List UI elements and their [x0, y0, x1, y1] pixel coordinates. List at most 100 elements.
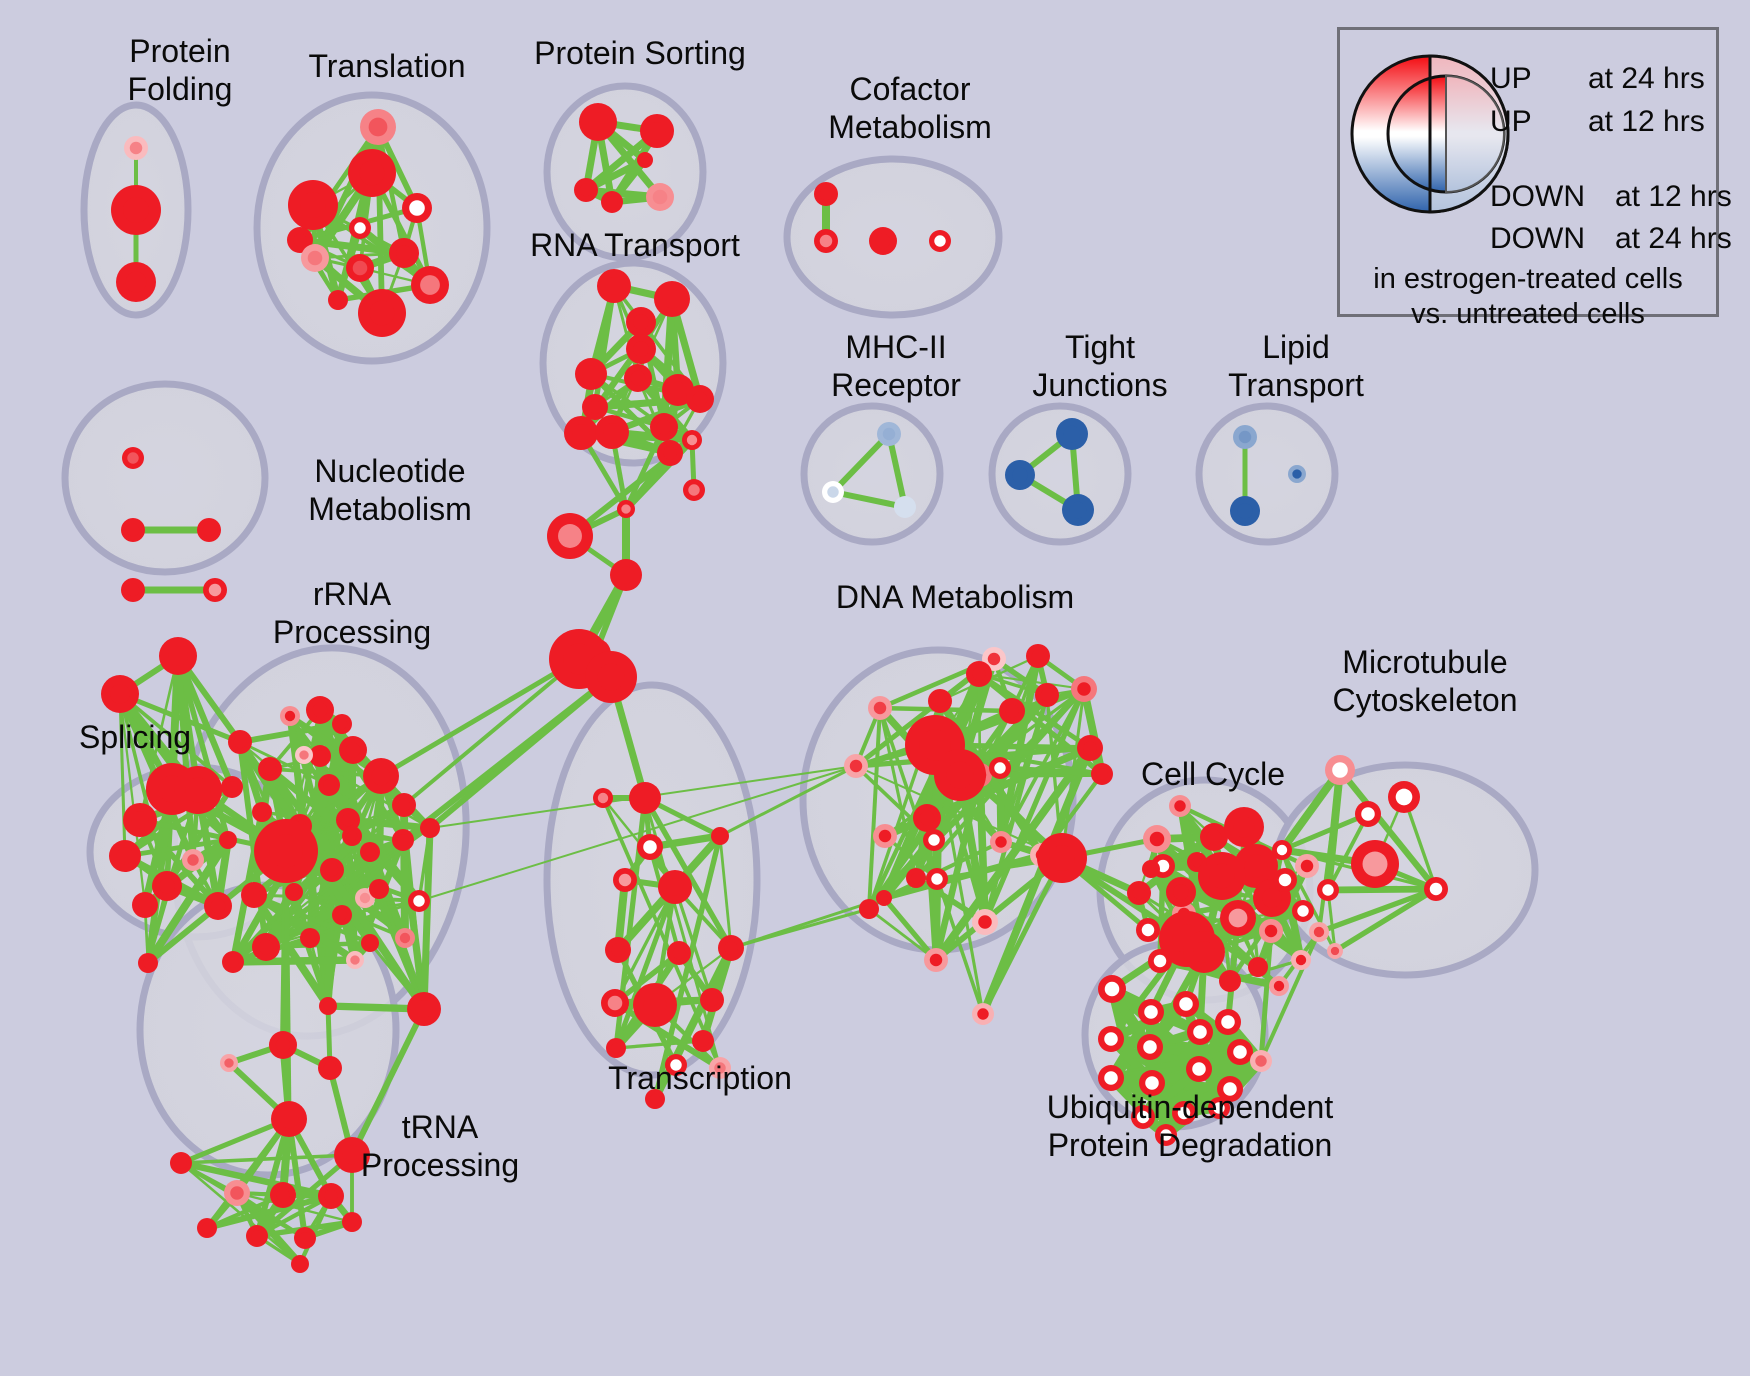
node-core-12h	[603, 423, 621, 441]
network-node	[300, 928, 320, 948]
node-core-12h	[142, 957, 154, 969]
network-node	[336, 808, 360, 832]
node-core-12h	[994, 762, 1006, 774]
network-node	[613, 868, 637, 892]
network-node	[288, 180, 338, 230]
node-core-12h	[1228, 908, 1248, 928]
network-node	[682, 430, 702, 450]
network-node	[1248, 957, 1268, 977]
node-core-12h	[652, 189, 668, 205]
network-edge	[1318, 886, 1437, 935]
network-edge	[239, 740, 330, 787]
network-node	[124, 136, 148, 160]
network-node	[640, 114, 674, 148]
node-core-12h	[1276, 844, 1288, 856]
node-core-12h	[341, 813, 355, 827]
network-edge	[932, 745, 1094, 963]
network-node	[306, 696, 334, 724]
node-core-12h	[724, 941, 738, 955]
node-core-12h	[1173, 884, 1189, 900]
cluster-hull	[61, 380, 269, 576]
node-core-12h	[415, 1000, 433, 1018]
network-node	[392, 829, 414, 851]
node-core-12h	[396, 245, 412, 261]
network-node	[121, 578, 145, 602]
network-node	[711, 827, 729, 845]
node-core-12h	[352, 260, 368, 276]
network-edge	[205, 1117, 291, 1230]
network-node	[224, 1180, 250, 1206]
network-node	[1166, 877, 1196, 907]
node-core-12h	[276, 1188, 290, 1202]
network-node	[280, 706, 300, 726]
network-edge	[613, 1000, 722, 1071]
network-edge	[1327, 885, 1437, 894]
network-edge	[400, 804, 409, 939]
node-core-12h	[314, 750, 326, 762]
node-core-12h	[933, 694, 947, 708]
network-edge	[308, 937, 330, 1007]
node-core-12h	[656, 419, 672, 435]
network-node	[270, 1182, 296, 1208]
node-core-12h	[1193, 941, 1215, 963]
node-core-12h	[878, 829, 892, 843]
network-node	[814, 182, 838, 206]
legend-row-state-3: DOWN	[1490, 222, 1585, 255]
node-core-12h	[346, 830, 358, 842]
network-node	[1224, 807, 1264, 847]
network-node	[411, 266, 449, 304]
node-core-12h	[168, 646, 188, 666]
network-edge	[718, 835, 733, 949]
node-core-12h	[373, 883, 385, 895]
network-edge	[1326, 813, 1370, 891]
network-node	[101, 675, 139, 713]
node-core-12h	[175, 1157, 187, 1169]
network-node	[395, 928, 415, 948]
network-edge	[254, 1118, 292, 1237]
network-node	[1233, 425, 1257, 449]
network-edge	[418, 765, 857, 902]
network-node	[575, 358, 607, 390]
node-core-12h	[686, 434, 698, 446]
legend-row-state-0: UP	[1490, 62, 1532, 95]
node-core-12h	[284, 710, 296, 722]
node-core-12h	[226, 781, 238, 793]
network-node	[219, 831, 237, 849]
node-core-12h	[819, 234, 833, 248]
network-node	[363, 758, 399, 794]
node-core-12h	[705, 993, 719, 1007]
network-node	[1208, 1097, 1230, 1119]
node-core-12h	[364, 846, 376, 858]
network-node	[692, 1030, 714, 1052]
network-node	[1198, 852, 1246, 900]
node-core-12h	[185, 777, 211, 803]
node-core-12h	[910, 872, 922, 884]
network-edge	[601, 797, 722, 1069]
node-core-12h	[350, 955, 360, 965]
network-node	[320, 858, 344, 882]
node-core-12h	[1330, 946, 1340, 956]
node-core-12h	[666, 878, 684, 896]
node-core-12h	[1429, 882, 1443, 896]
network-node	[348, 149, 396, 197]
network-node	[420, 818, 440, 838]
node-core-12h	[987, 652, 1001, 666]
node-core-12h	[563, 643, 595, 675]
network-node	[876, 890, 892, 906]
node-core-12h	[714, 1062, 726, 1074]
network-node	[869, 227, 897, 255]
network-edge	[206, 1193, 332, 1231]
network-node	[626, 307, 656, 337]
network-node	[318, 774, 340, 796]
network-node	[116, 262, 156, 302]
node-core-12h	[640, 155, 650, 165]
node-core-12h	[1264, 924, 1278, 938]
network-edge	[978, 672, 1085, 691]
network-node	[597, 269, 631, 303]
node-core-12h	[1362, 851, 1388, 877]
node-core-12h	[300, 192, 326, 218]
node-core-12h	[1237, 503, 1253, 519]
network-node	[109, 840, 141, 872]
network-node	[564, 416, 598, 450]
